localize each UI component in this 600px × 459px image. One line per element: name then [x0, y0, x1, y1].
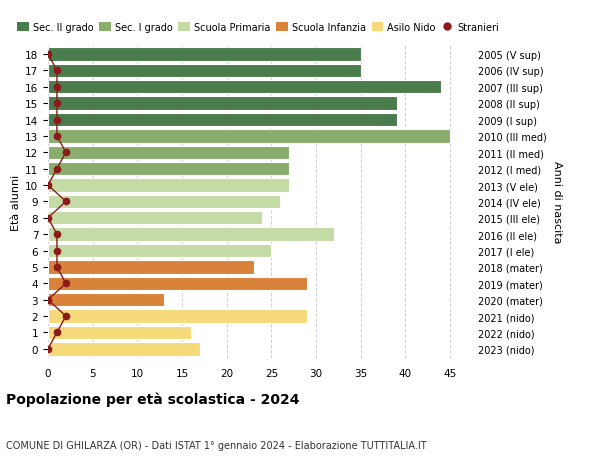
Bar: [48, 146, 289, 160]
Bar: [48, 293, 164, 307]
Y-axis label: Anni di nascita: Anni di nascita: [552, 161, 562, 243]
Bar: [48, 212, 262, 225]
Bar: [48, 65, 361, 78]
Bar: [48, 97, 397, 111]
Bar: [48, 48, 361, 62]
Bar: [48, 277, 307, 291]
Bar: [48, 228, 334, 241]
Bar: [48, 310, 307, 323]
Bar: [48, 81, 441, 94]
Text: COMUNE DI GHILARZA (OR) - Dati ISTAT 1° gennaio 2024 - Elaborazione TUTTITALIA.I: COMUNE DI GHILARZA (OR) - Dati ISTAT 1° …: [6, 440, 427, 450]
Bar: [48, 326, 191, 339]
Bar: [48, 261, 254, 274]
Y-axis label: Età alunni: Età alunni: [11, 174, 21, 230]
Text: Popolazione per età scolastica - 2024: Popolazione per età scolastica - 2024: [6, 392, 299, 406]
Bar: [48, 244, 271, 257]
Bar: [48, 195, 280, 209]
Bar: [48, 342, 200, 356]
Bar: [48, 162, 289, 176]
Legend: Sec. II grado, Sec. I grado, Scuola Primaria, Scuola Infanzia, Asilo Nido, Stran: Sec. II grado, Sec. I grado, Scuola Prim…: [16, 21, 500, 35]
Bar: [48, 113, 397, 127]
Bar: [48, 179, 289, 192]
Bar: [48, 130, 450, 143]
